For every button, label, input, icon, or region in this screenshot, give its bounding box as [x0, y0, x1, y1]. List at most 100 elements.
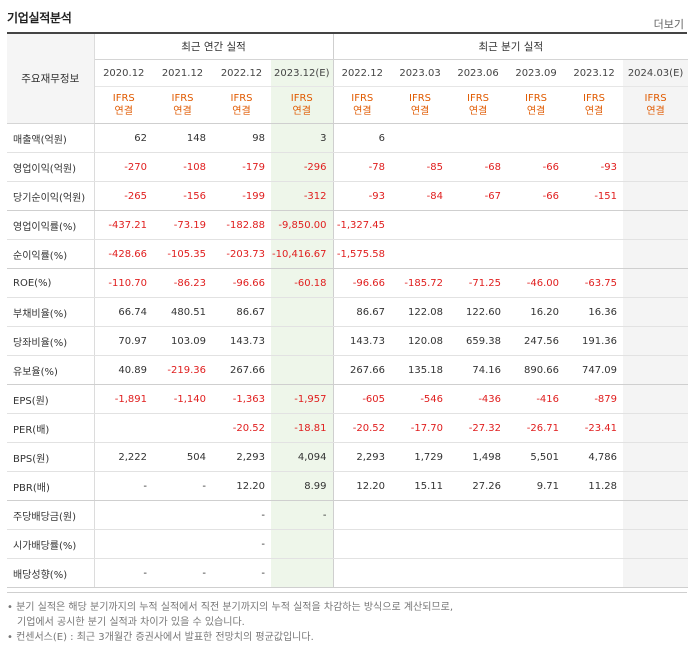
table-cell: -: [212, 558, 271, 588]
table-cell: -: [94, 471, 153, 501]
table-cell: 40.89: [94, 355, 153, 385]
top-divider: [7, 32, 687, 34]
table-cell: [332, 529, 392, 559]
table-row: PER(배) -20.52 -18.81 -20.52 -17.70 -27.32 -26.…: [7, 413, 689, 443]
table-cell: -108: [153, 152, 212, 182]
table-cell: [623, 529, 689, 559]
table-cell: 11.28: [565, 471, 624, 501]
table-cell: 4,786: [565, 442, 624, 472]
row-label: 유보율(%): [7, 355, 95, 385]
table-cell: -60.18: [271, 268, 334, 298]
table-cell: -879: [565, 384, 624, 414]
table-cell: 747.09: [565, 355, 624, 385]
table-cell: -1,957: [271, 384, 334, 414]
table-cell: 16.36: [565, 297, 624, 327]
table-cell: -: [271, 500, 334, 530]
table-cell: [623, 471, 689, 501]
table-cell: -66: [507, 152, 566, 182]
table-cell: -105.35: [153, 239, 212, 269]
table-cell: -84: [391, 181, 450, 211]
table-cell: 659.38: [449, 326, 508, 356]
table-cell: -: [153, 471, 212, 501]
table-cell: [94, 500, 153, 530]
row-label: 영업이익(억원): [7, 152, 95, 182]
table-cell: -96.66: [212, 268, 271, 298]
row-label: EPS(원): [7, 384, 95, 414]
table-cell: [623, 558, 689, 588]
table-cell: -265: [94, 181, 153, 211]
table-cell: [332, 558, 392, 588]
table-cell: -1,363: [212, 384, 271, 414]
table-cell: -73.19: [153, 210, 212, 240]
period-header: 2022.12: [212, 59, 271, 87]
report-type-header: IFRS 연결: [212, 86, 271, 124]
table-cell: -: [94, 558, 153, 588]
table-cell: 2,293: [332, 442, 392, 472]
report-standard-label: IFRS: [525, 93, 548, 104]
table-cell: [623, 384, 689, 414]
table-cell: 890.66: [507, 355, 566, 385]
annual-group-header: 최근 연간 실적: [94, 34, 334, 60]
table-cell: -437.21: [94, 210, 153, 240]
report-type-header: IFRS 연결: [507, 86, 566, 124]
table-cell: -1,140: [153, 384, 212, 414]
table-cell: [153, 529, 212, 559]
table-cell: -182.88: [212, 210, 271, 240]
table-cell: [391, 210, 450, 240]
table-cell: [449, 500, 508, 530]
table-cell: 191.36: [565, 326, 624, 356]
row-label: 배당성향(%): [7, 558, 95, 588]
table-cell: -85: [391, 152, 450, 182]
report-type-header: IFRS 연결: [332, 86, 392, 124]
table-row: 영업이익률(%) -437.21 -73.19 -182.88 -9,850.00 -1,…: [7, 210, 689, 240]
report-standard-label: IFRS: [171, 93, 194, 104]
period-header: 2023.12(E): [271, 59, 334, 87]
table-cell: 143.73: [212, 326, 271, 356]
table-cell: 2,222: [94, 442, 153, 472]
table-cell: -71.25: [449, 268, 508, 298]
table-cell: -1,327.45: [332, 210, 392, 240]
table-cell: -: [212, 529, 271, 559]
panel-title: 기업실적분석: [7, 11, 72, 25]
table-cell: -68: [449, 152, 508, 182]
table-cell: -156: [153, 181, 212, 211]
more-link[interactable]: 더보기: [653, 18, 684, 31]
table-cell: [623, 123, 689, 153]
table-row: 영업이익(억원) -270 -108 -179 -296 -78 -85 -68 -66 -93: [7, 152, 689, 182]
table-cell: -605: [332, 384, 392, 414]
table-cell: 66.74: [94, 297, 153, 327]
table-cell: -1,891: [94, 384, 153, 414]
table-cell: [271, 297, 334, 327]
report-standard-label: IFRS: [290, 93, 313, 104]
table-cell: -67: [449, 181, 508, 211]
table-cell: [623, 181, 689, 211]
report-standard-label: IFRS: [112, 93, 135, 104]
report-type-header: IFRS 연결: [94, 86, 153, 124]
row-label: PER(배): [7, 413, 95, 443]
table-cell: 86.67: [212, 297, 271, 327]
table-cell: 480.51: [153, 297, 212, 327]
table-cell: 143.73: [332, 326, 392, 356]
period-header: 2023.12: [565, 59, 624, 87]
report-scope-label: 연결: [292, 106, 311, 117]
table-cell: [391, 239, 450, 269]
table-cell: -219.36: [153, 355, 212, 385]
table-cell: 3: [271, 123, 334, 153]
table-cell: 8.99: [271, 471, 334, 501]
table-cell: [565, 529, 624, 559]
table-cell: -1,575.58: [332, 239, 392, 269]
report-standard-label: IFRS: [230, 93, 253, 104]
table-cell: [565, 239, 624, 269]
row-label: PBR(배): [7, 471, 95, 501]
table-cell: [391, 500, 450, 530]
table-cell: [391, 558, 450, 588]
report-scope-label: 연결: [410, 106, 430, 117]
period-header: 2022.12: [332, 59, 392, 87]
table-cell: [565, 123, 624, 153]
report-type-header: IFRS 연결: [391, 86, 450, 124]
table-cell: [565, 210, 624, 240]
table-cell: -9,850.00: [271, 210, 334, 240]
table-cell: [153, 500, 212, 530]
table-cell: -270: [94, 152, 153, 182]
period-header: 2023.03: [391, 59, 450, 87]
